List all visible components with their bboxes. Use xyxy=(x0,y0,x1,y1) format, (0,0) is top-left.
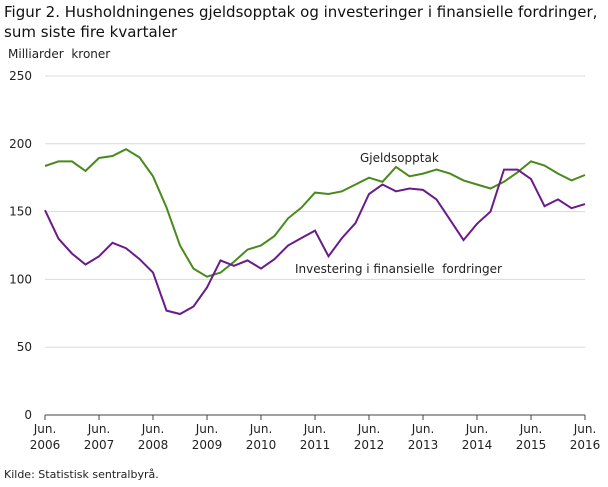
x-tick-label: Jun. 2007 xyxy=(83,422,115,452)
x-tick-label: Jun. 2008 xyxy=(137,422,169,452)
y-tick-label: 250 xyxy=(9,69,32,83)
x-tick-label: Jun. 2015 xyxy=(515,422,547,452)
x-tick-label: Jun. 2014 xyxy=(461,422,493,452)
series-label: Investering i finansielle fordringer xyxy=(295,262,502,276)
x-tick-label: Jun. 2016 xyxy=(569,422,601,452)
y-tick-label: 50 xyxy=(17,340,32,354)
series-line xyxy=(44,148,586,278)
y-tick-label: 0 xyxy=(24,408,32,422)
x-tick-label: Jun. 2009 xyxy=(191,422,223,452)
y-axis-label: Milliarder kroner xyxy=(8,47,111,61)
chart-title: Figur 2. Husholdningenes gjeldsopptak og… xyxy=(4,3,598,41)
x-tick-label: Jun. 2006 xyxy=(29,422,61,452)
y-tick-label: 200 xyxy=(9,137,32,151)
x-tick-label: Jun. 2010 xyxy=(245,422,277,452)
x-tick-label: Jun. 2012 xyxy=(353,422,385,452)
y-tick-label: 150 xyxy=(9,205,32,219)
x-tick-label: Jun. 2011 xyxy=(299,422,331,452)
x-tick-label: Jun. 2013 xyxy=(407,422,439,452)
source-note: Kilde: Statistisk sentralbyrå. xyxy=(4,468,159,481)
y-tick-label: 100 xyxy=(9,272,32,286)
series-line xyxy=(44,168,586,316)
series-label: Gjeldsopptak xyxy=(360,151,439,165)
